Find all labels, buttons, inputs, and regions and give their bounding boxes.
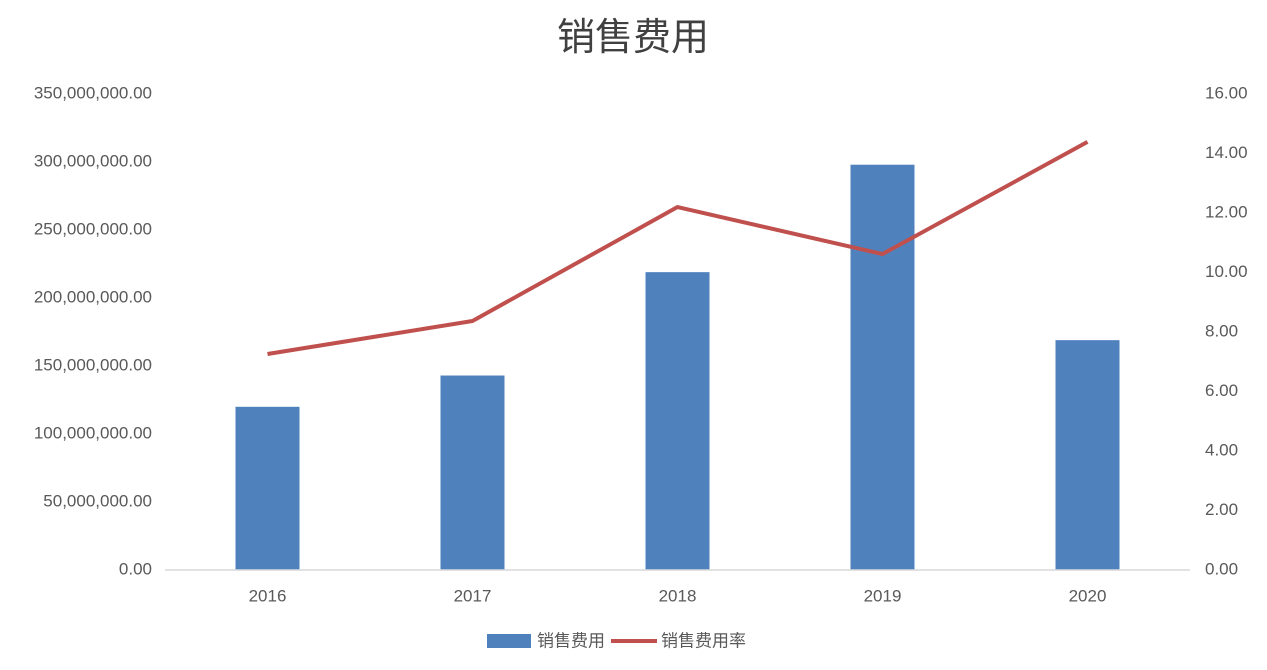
y2-tick-label: 0.00 (1205, 559, 1238, 578)
bar (235, 406, 300, 570)
y2-tick-label: 6.00 (1205, 381, 1238, 400)
legend-swatch (487, 634, 531, 648)
y-tick-label: 200,000,000.00 (34, 287, 152, 306)
y-tick-label: 50,000,000.00 (43, 491, 152, 510)
x-tick-label: 2020 (1069, 586, 1107, 605)
bar (1055, 340, 1120, 570)
x-tick-label: 2018 (659, 586, 697, 605)
x-tick-label: 2016 (249, 586, 287, 605)
line (267, 140, 1089, 356)
y-tick-label: 300,000,000.00 (34, 151, 152, 170)
y2-tick-label: 4.00 (1205, 440, 1238, 459)
y2-tick-label: 14.00 (1205, 143, 1248, 162)
y-tick-label: 350,000,000.00 (34, 83, 152, 102)
y-tick-label: 100,000,000.00 (34, 423, 152, 442)
y2-tick-label: 16.00 (1205, 83, 1248, 102)
bar (850, 164, 915, 570)
y-tick-label: 150,000,000.00 (34, 355, 152, 374)
bar (440, 375, 505, 570)
y-tick-label: 0.00 (119, 559, 152, 578)
bar (645, 272, 710, 570)
y-tick-label: 250,000,000.00 (34, 219, 152, 238)
y2-tick-label: 2.00 (1205, 500, 1238, 519)
legend-label: 销售费用率 (661, 631, 746, 650)
x-tick-label: 2019 (864, 586, 902, 605)
y2-tick-label: 12.00 (1205, 202, 1248, 221)
legend-label: 销售费用 (537, 631, 605, 650)
y2-tick-label: 10.00 (1205, 262, 1248, 281)
y2-tick-label: 8.00 (1205, 321, 1238, 340)
x-tick-label: 2017 (454, 586, 492, 605)
chart-title: 销售费用 (557, 17, 709, 59)
